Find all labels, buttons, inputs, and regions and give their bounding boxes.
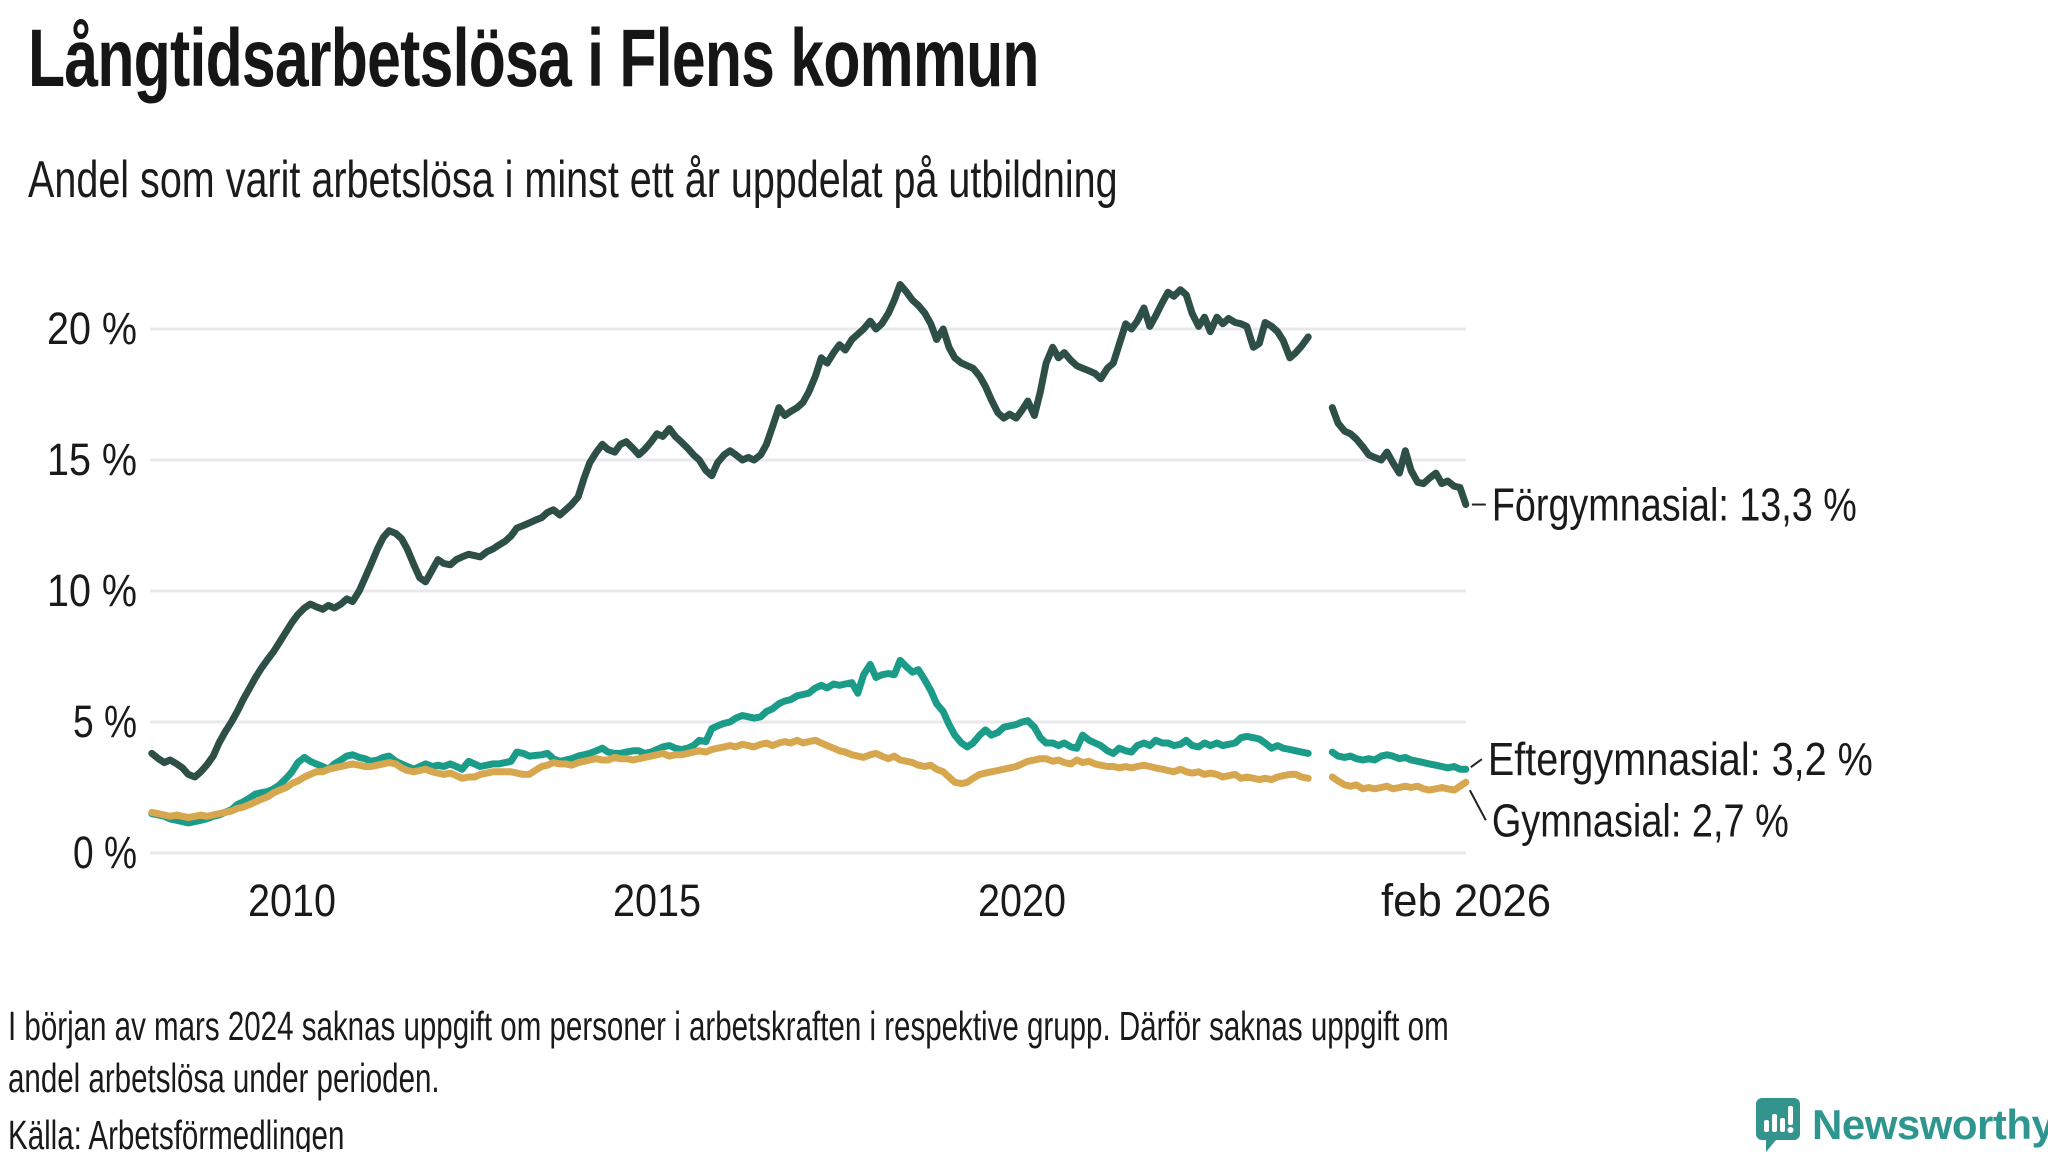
label-connector-eftergymnasial bbox=[1470, 758, 1483, 768]
series-end-label-eftergymnasial: Eftergymnasial: 3,2 % bbox=[1488, 733, 1873, 785]
chart-footnote: I början av mars 2024 saknas uppgift om … bbox=[8, 1000, 1449, 1104]
series-line-eftergymnasial bbox=[1328, 748, 1470, 773]
x-axis-tick-label: 2020 bbox=[978, 875, 1066, 926]
series-end-label-forgymnasial: Förgymnasial: 13,3 % bbox=[1492, 479, 1857, 531]
chart-source: Källa: Arbetsförmedlingen bbox=[8, 1112, 345, 1152]
newsworthy-wordmark: Newsworthy bbox=[1812, 1101, 2048, 1148]
newsworthy-logo: Newsworthy bbox=[1754, 1096, 2048, 1152]
series-end-label-gymnasial: Gymnasial: 2,7 % bbox=[1492, 794, 1789, 846]
y-axis-tick-label: 15 % bbox=[47, 434, 137, 485]
chart-subtitle: Andel som varit arbetslösa i minst ett å… bbox=[28, 151, 1118, 209]
y-axis-tick-label: 0 % bbox=[73, 827, 137, 878]
series-line-forgymnasial bbox=[148, 281, 1312, 781]
y-axis-tick-label: 5 % bbox=[73, 696, 137, 747]
x-axis-tick-label: 2015 bbox=[613, 875, 701, 926]
footnote-line-1: I början av mars 2024 saknas uppgift om … bbox=[8, 1003, 1449, 1049]
footnote-line-2: andel arbetslösa under perioden. bbox=[8, 1055, 440, 1101]
y-axis-tick-label: 20 % bbox=[47, 303, 137, 354]
series-line-eftergymnasial bbox=[148, 656, 1312, 827]
x-axis-tick-label: feb 2026 bbox=[1381, 875, 1551, 926]
x-axis-tick-label: 2010 bbox=[248, 875, 336, 926]
series-line-gymnasial bbox=[1328, 773, 1470, 794]
chart-title: Långtidsarbetslösa i Flens kommun bbox=[28, 13, 1039, 104]
series-line-gymnasial bbox=[148, 736, 1312, 822]
line-chart-canvas: 0 % 5 % 10 % 15 % 20 % 2010 2015 2020 feb 2026 Fö… bbox=[47, 281, 1873, 926]
newsworthy-icon bbox=[1756, 1098, 1800, 1152]
y-axis-tick-label: 10 % bbox=[47, 565, 137, 616]
series-line-forgymnasial bbox=[1328, 404, 1470, 508]
label-connector-gymnasial bbox=[1468, 789, 1487, 821]
